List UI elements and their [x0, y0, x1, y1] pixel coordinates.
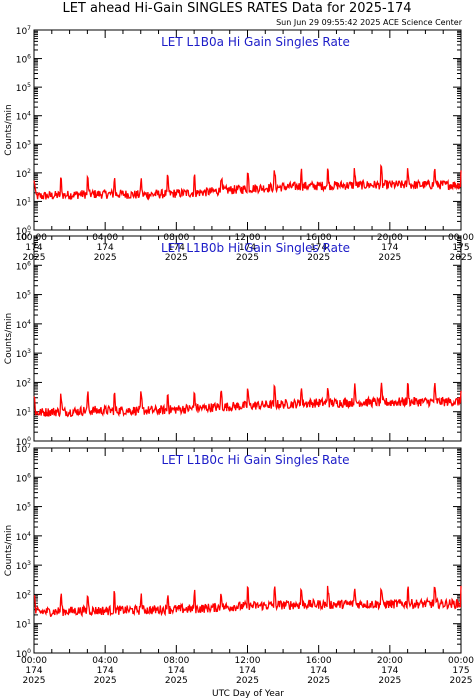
x-tick-label: 2025	[236, 253, 259, 263]
y-tick-label: 107	[16, 231, 31, 243]
x-tick-label: 2025	[307, 676, 330, 686]
x-tick-label: 16:00	[306, 656, 332, 666]
y-tick-label: 101	[16, 619, 31, 631]
x-tick-label: 174	[310, 243, 327, 253]
panel-2: 100 101 102 103 104 105 106 107 Counts/min LET L1…	[4, 231, 462, 448]
x-tick-label: 174	[168, 666, 185, 676]
x-tick-label: 174	[239, 666, 256, 676]
x-tick-label: 2025	[94, 676, 117, 686]
x-tick-label: 2025	[378, 253, 401, 263]
x-tick-label: 174	[381, 666, 398, 676]
x-tick-label: 175	[452, 666, 469, 676]
y-tick-label: 105	[16, 290, 31, 302]
x-tick-label: 2025	[307, 253, 330, 263]
x-tick-label: 174	[97, 666, 114, 676]
panel-title: LET L1B0c Hi Gain Singles Rate	[161, 453, 349, 467]
series-line	[33, 382, 462, 418]
x-tick-label: 174	[239, 243, 256, 253]
x-tick-label: 00:00	[448, 656, 474, 666]
y-tick-label: 100	[16, 648, 31, 660]
timestamp: Sun Jun 29 09:55:42 2025 ACE Science Cen…	[276, 18, 463, 27]
x-tick-label: 12:00	[235, 656, 261, 666]
series-line	[33, 585, 462, 618]
x-tick-label: 2025	[378, 676, 401, 686]
x-tick-label: 174	[381, 243, 398, 253]
y-tick-label: 100	[16, 436, 31, 448]
y-tick-label: 106	[16, 260, 31, 272]
panel-title: LET L1B0b Hi Gain Singles Rate	[161, 241, 350, 255]
x-tick-label: 08:00	[163, 656, 189, 666]
y-tick-label: 104	[16, 531, 31, 543]
x-tick-label: 04:00	[92, 656, 118, 666]
y-tick-label: 104	[16, 111, 31, 123]
x-tick-label: 174	[168, 243, 185, 253]
plot-frame	[33, 29, 462, 231]
x-axis-title: UTC Day of Year	[212, 689, 284, 699]
y-tick-label: 104	[16, 319, 31, 331]
x-tick-label: 2025	[94, 253, 117, 263]
plot-frame	[33, 447, 462, 654]
y-tick-label: 106	[16, 472, 31, 484]
y-tick-label: 103	[16, 560, 31, 572]
panel-title: LET L1B0a Hi Gain Singles Rate	[161, 35, 350, 49]
y-tick-label: 103	[16, 348, 31, 360]
x-tick-label: 00:00	[21, 656, 47, 666]
y-tick-label: 105	[16, 82, 31, 94]
x-tick-label: 2025	[450, 676, 473, 686]
y-axis-title: Counts/min	[4, 525, 14, 576]
y-tick-label: 101	[16, 196, 31, 208]
y-tick-label: 100	[16, 225, 31, 237]
y-tick-label: 102	[16, 168, 31, 180]
y-tick-label: 101	[16, 407, 31, 419]
y-tick-label: 107	[16, 25, 31, 37]
y-tick-label: 103	[16, 139, 31, 151]
x-tick-label: 2025	[165, 253, 188, 263]
y-tick-label: 105	[16, 502, 31, 514]
y-axis-title: Counts/min	[4, 104, 14, 155]
x-tick-label: 174	[25, 666, 42, 676]
y-axis-title: Counts/min	[4, 313, 14, 364]
y-tick-label: 106	[16, 54, 31, 66]
panel-3: 10010110210310410510610700:00174202504:0…	[4, 443, 474, 686]
x-tick-label: 174	[97, 243, 114, 253]
main-title: LET ahead Hi-Gain SINGLES RATES Data for…	[62, 1, 411, 16]
series-line	[33, 163, 462, 201]
x-tick-label: 20:00	[377, 656, 403, 666]
x-tick-label: 2025	[236, 676, 259, 686]
y-tick-label: 107	[16, 443, 31, 455]
y-tick-label: 102	[16, 589, 31, 601]
x-tick-label: 174	[310, 666, 327, 676]
x-tick-label: 2025	[23, 676, 46, 686]
y-tick-label: 102	[16, 377, 31, 389]
panel-1: 10010110210310410510610700:00174202504:0…	[4, 25, 474, 263]
x-tick-label: 2025	[165, 676, 188, 686]
